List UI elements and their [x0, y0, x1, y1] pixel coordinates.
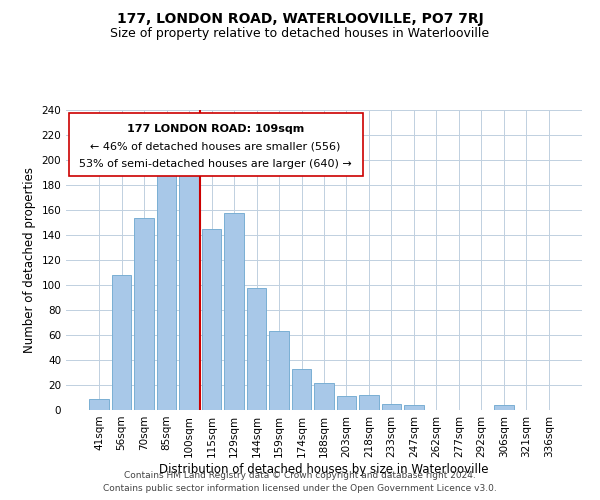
Bar	[134, 218, 154, 410]
Bar	[314, 382, 334, 410]
Text: Size of property relative to detached houses in Waterlooville: Size of property relative to detached ho…	[110, 28, 490, 40]
Bar	[247, 288, 266, 410]
Text: 177 LONDON ROAD: 109sqm: 177 LONDON ROAD: 109sqm	[127, 124, 304, 134]
Y-axis label: Number of detached properties: Number of detached properties	[23, 167, 36, 353]
Bar	[404, 405, 424, 410]
Bar	[292, 369, 311, 410]
Text: 177, LONDON ROAD, WATERLOOVILLE, PO7 7RJ: 177, LONDON ROAD, WATERLOOVILLE, PO7 7RJ	[116, 12, 484, 26]
Bar	[337, 396, 356, 410]
Text: 53% of semi-detached houses are larger (640) →: 53% of semi-detached houses are larger (…	[79, 159, 352, 169]
Bar	[179, 168, 199, 410]
Text: Contains public sector information licensed under the Open Government Licence v3: Contains public sector information licen…	[103, 484, 497, 493]
X-axis label: Distribution of detached houses by size in Waterlooville: Distribution of detached houses by size …	[159, 462, 489, 475]
Text: ← 46% of detached houses are smaller (556): ← 46% of detached houses are smaller (55…	[91, 142, 341, 152]
Bar	[89, 399, 109, 410]
Text: Contains HM Land Registry data © Crown copyright and database right 2024.: Contains HM Land Registry data © Crown c…	[124, 471, 476, 480]
Bar	[157, 168, 176, 410]
Bar	[224, 212, 244, 410]
Bar	[382, 404, 401, 410]
FancyBboxPatch shape	[68, 113, 363, 176]
Bar	[112, 275, 131, 410]
Bar	[202, 229, 221, 410]
Bar	[494, 405, 514, 410]
Bar	[359, 395, 379, 410]
Bar	[269, 331, 289, 410]
